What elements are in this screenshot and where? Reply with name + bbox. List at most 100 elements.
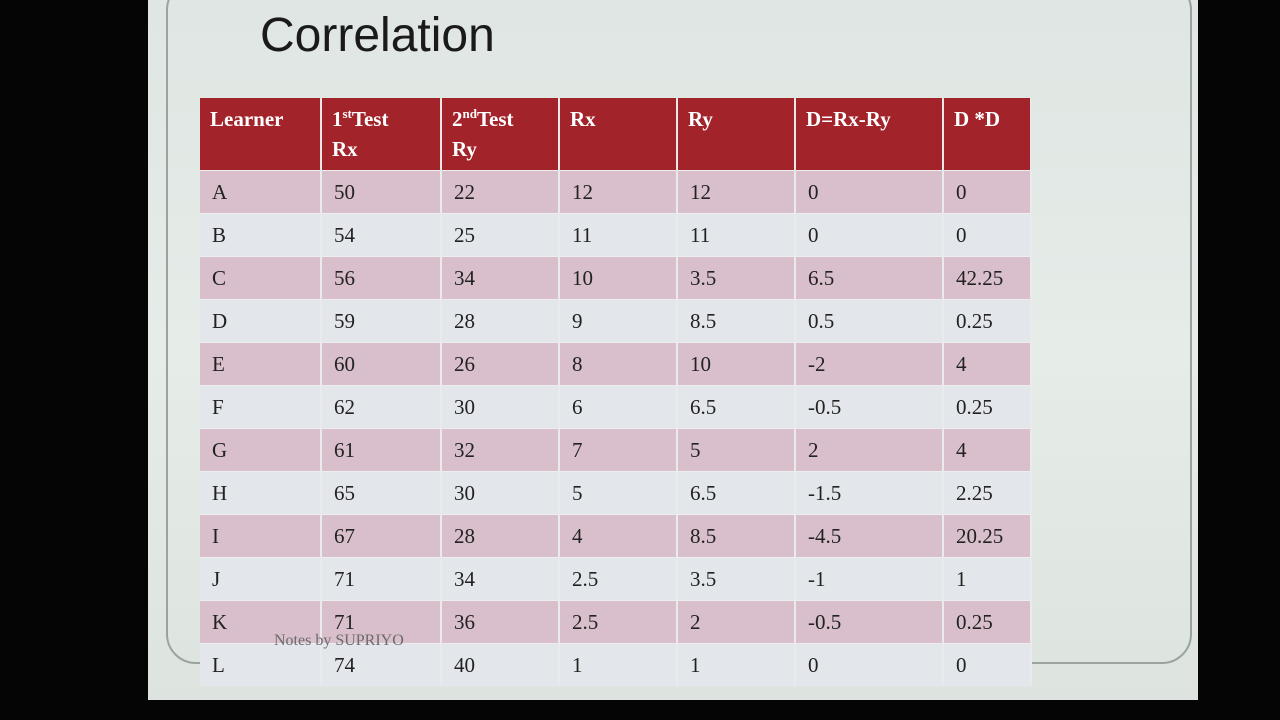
table-row: C 56 34 10 3.5 6.5 42.25 bbox=[200, 256, 1032, 300]
table-row: I 67 28 4 8.5 -4.5 20.25 bbox=[200, 514, 1032, 558]
table-cell: 3.5 bbox=[677, 557, 796, 601]
table-cell: H bbox=[200, 471, 322, 515]
table-body: A 50 22 12 12 0 0 B 54 25 11 11 0 0 C 56 34 10 3.5 6.5 42.25… bbox=[200, 170, 1032, 686]
table-cell: B bbox=[200, 213, 322, 257]
table-cell: 8 bbox=[559, 342, 678, 386]
header-superscript: nd bbox=[462, 106, 477, 121]
table-cell: 8.5 bbox=[677, 514, 796, 558]
table-cell: 4 bbox=[559, 514, 678, 558]
table-cell: 71 bbox=[321, 557, 442, 601]
table-cell: 71 bbox=[321, 600, 442, 644]
table-cell: L bbox=[200, 643, 322, 686]
table-cell: -1.5 bbox=[795, 471, 944, 515]
table-cell: C bbox=[200, 256, 322, 300]
table-cell: 40 bbox=[441, 643, 560, 686]
table-cell: 2 bbox=[677, 600, 796, 644]
table-cell: 0.25 bbox=[943, 299, 1032, 343]
table-cell: 0 bbox=[943, 213, 1032, 257]
table-cell: 0.5 bbox=[795, 299, 944, 343]
header-line: 2ndTest bbox=[452, 104, 548, 134]
header-row: Learner 1stTest Rx 2ndTest Ry Rx Ry D=Rx-Ry D *D bbox=[200, 98, 1032, 171]
table-cell: -0.5 bbox=[795, 600, 944, 644]
table-cell: 36 bbox=[441, 600, 560, 644]
header-superscript: st bbox=[342, 106, 352, 121]
table-cell: 11 bbox=[559, 213, 678, 257]
table-cell: 10 bbox=[677, 342, 796, 386]
table-cell: 9 bbox=[559, 299, 678, 343]
table-cell: 34 bbox=[441, 557, 560, 601]
table-cell: 54 bbox=[321, 213, 442, 257]
table-cell: 12 bbox=[559, 170, 678, 214]
table-cell: 67 bbox=[321, 514, 442, 558]
table-cell: A bbox=[200, 170, 322, 214]
table-cell: 50 bbox=[321, 170, 442, 214]
table-cell: -0.5 bbox=[795, 385, 944, 429]
table-cell: 42.25 bbox=[943, 256, 1032, 300]
header-text: Rx bbox=[570, 107, 596, 131]
table-row: F 62 30 6 6.5 -0.5 0.25 bbox=[200, 385, 1032, 429]
table-cell: 6.5 bbox=[677, 471, 796, 515]
table-row: G 61 32 7 5 2 4 bbox=[200, 428, 1032, 472]
table-cell: 7 bbox=[559, 428, 678, 472]
table-row: K 71 36 2.5 2 -0.5 0.25 bbox=[200, 600, 1032, 644]
table-cell: 1 bbox=[677, 643, 796, 686]
table-cell: 4 bbox=[943, 342, 1032, 386]
correlation-table: Learner 1stTest Rx 2ndTest Ry Rx Ry D=Rx-Ry D *D… bbox=[200, 98, 1032, 686]
table-row: J 71 34 2.5 3.5 -1 1 bbox=[200, 557, 1032, 601]
table-row: E 60 26 8 10 -2 4 bbox=[200, 342, 1032, 386]
header-text: Test bbox=[351, 107, 389, 131]
table-cell: 0 bbox=[795, 213, 944, 257]
table-cell: 59 bbox=[321, 299, 442, 343]
table-cell: 8.5 bbox=[677, 299, 796, 343]
table-cell: 22 bbox=[441, 170, 560, 214]
table-cell: 0 bbox=[943, 643, 1032, 686]
table-cell: -1 bbox=[795, 557, 944, 601]
table-cell: 60 bbox=[321, 342, 442, 386]
table-cell: K bbox=[200, 600, 322, 644]
table-cell: 74 bbox=[321, 643, 442, 686]
table-cell: 1 bbox=[559, 643, 678, 686]
table-cell: 28 bbox=[441, 514, 560, 558]
table-cell: -2 bbox=[795, 342, 944, 386]
table-cell: 6 bbox=[559, 385, 678, 429]
table-cell: 30 bbox=[441, 385, 560, 429]
watermark: Notes by SUPRIYO bbox=[274, 632, 404, 649]
header-cell: Learner bbox=[200, 98, 322, 171]
slide: Correlation Learner 1stTest Rx 2ndTest Ry Rx R… bbox=[148, 0, 1198, 700]
table-cell: 6.5 bbox=[795, 256, 944, 300]
table-cell: 0 bbox=[795, 170, 944, 214]
table-cell: 26 bbox=[441, 342, 560, 386]
table-cell: E bbox=[200, 342, 322, 386]
table-cell: 2 bbox=[795, 428, 944, 472]
header-cell: D *D bbox=[943, 98, 1032, 171]
table-row: D 59 28 9 8.5 0.5 0.25 bbox=[200, 299, 1032, 343]
slide-title: Correlation bbox=[260, 9, 495, 62]
table-cell: 5 bbox=[677, 428, 796, 472]
table-cell: I bbox=[200, 514, 322, 558]
table-cell: -4.5 bbox=[795, 514, 944, 558]
header-text: Ry bbox=[688, 107, 713, 131]
header-text: D=Rx-Ry bbox=[806, 107, 891, 131]
table-cell: 30 bbox=[441, 471, 560, 515]
header-line: 1stTest bbox=[332, 104, 430, 134]
table-row: A 50 22 12 12 0 0 bbox=[200, 170, 1032, 214]
header-cell: Ry bbox=[677, 98, 796, 171]
table-cell: 34 bbox=[441, 256, 560, 300]
table-cell: 1 bbox=[943, 557, 1032, 601]
table-cell: 0 bbox=[943, 170, 1032, 214]
header-cell: 2ndTest Ry bbox=[441, 98, 560, 171]
header-text: Learner bbox=[210, 107, 284, 131]
header-text: 2 bbox=[452, 107, 463, 131]
table-cell: 28 bbox=[441, 299, 560, 343]
header-text: Test bbox=[476, 107, 514, 131]
table-cell: 6.5 bbox=[677, 385, 796, 429]
table-cell: 4 bbox=[943, 428, 1032, 472]
table-cell: 0.25 bbox=[943, 385, 1032, 429]
header-text: 1 bbox=[332, 107, 343, 131]
table-row: H 65 30 5 6.5 -1.5 2.25 bbox=[200, 471, 1032, 515]
table-cell: 61 bbox=[321, 428, 442, 472]
header-line: Ry bbox=[452, 137, 477, 161]
table-cell: 25 bbox=[441, 213, 560, 257]
table-cell: 2.25 bbox=[943, 471, 1032, 515]
